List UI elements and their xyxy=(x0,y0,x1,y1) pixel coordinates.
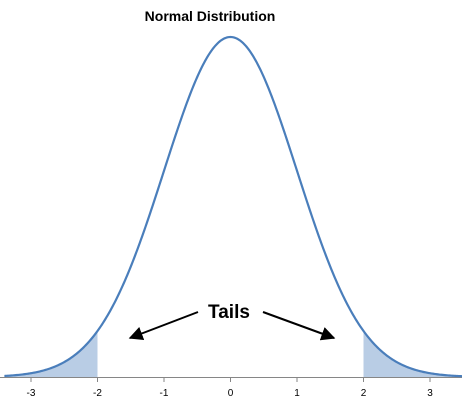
x-tick-label: -3 xyxy=(27,388,36,399)
right-tail-area xyxy=(363,330,462,377)
density-curve xyxy=(4,35,462,378)
x-tick-label: -2 xyxy=(93,388,102,399)
x-axis-ticks: -3 -2 -1 0 1 2 3 xyxy=(27,377,433,399)
x-tick-label: 2 xyxy=(361,388,367,399)
left-tail-area xyxy=(4,330,98,377)
x-tick-label: 3 xyxy=(427,388,433,399)
left-tail-arrow xyxy=(128,311,199,341)
chart-title: Normal Distribution xyxy=(145,8,276,24)
right-tail-arrow xyxy=(262,311,336,341)
x-tick-label: 0 xyxy=(228,388,234,399)
x-tick-label: 1 xyxy=(294,388,300,399)
x-tick-label: -1 xyxy=(160,388,169,399)
tails-annotation: Tails xyxy=(208,302,250,323)
